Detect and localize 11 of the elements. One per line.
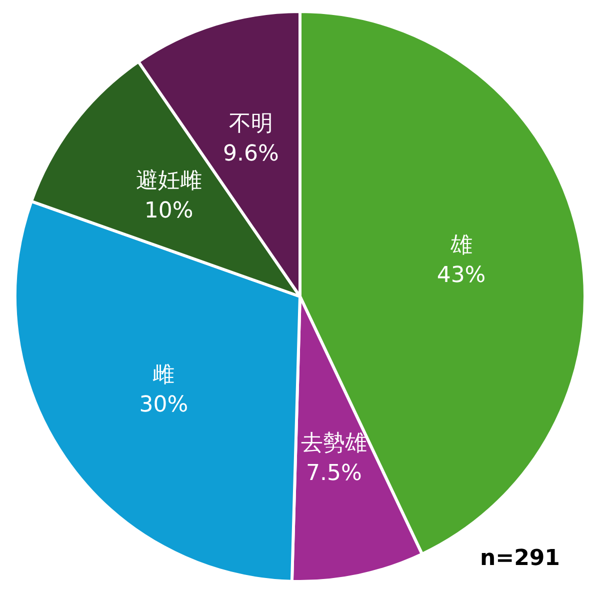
slice-label: 去勢雄 (300, 430, 367, 456)
slice-label: 不明 (228, 111, 273, 136)
data-label: 9.6% (222, 141, 279, 166)
data-label: 43% (436, 262, 486, 288)
slice-label: 避妊雌 (136, 168, 202, 194)
data-label: 30% (139, 392, 188, 418)
text: n=291 (480, 546, 560, 571)
data-label: 7.5% (306, 460, 362, 486)
slice-label: 雄 (449, 232, 472, 258)
slice-label: 雌 (152, 362, 175, 388)
data-label: 10% (144, 198, 194, 224)
